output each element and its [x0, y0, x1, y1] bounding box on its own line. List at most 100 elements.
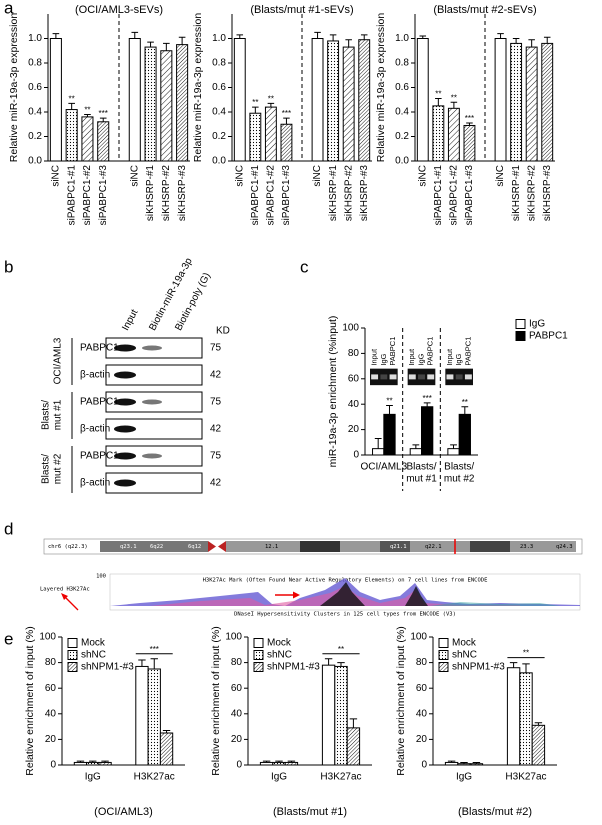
y-tick-label: 40 [348, 399, 360, 410]
legend-swatch [253, 662, 264, 672]
arrow [63, 595, 79, 611]
band-label: q22.1 [425, 544, 442, 550]
error-bar [534, 722, 543, 726]
y-tick-label: 1.0 [395, 33, 409, 44]
legend-swatch [67, 662, 78, 672]
error-bar [435, 98, 442, 106]
blot [105, 418, 203, 440]
error-bar [314, 31, 321, 39]
x-tick-label: siPABPC1-#1 [433, 165, 444, 226]
panel-label: e [4, 629, 13, 648]
legend-swatch [515, 331, 526, 341]
x-tick-label: siPABPC1-#1 [66, 165, 77, 226]
error-bar [178, 36, 186, 45]
error-bar [337, 662, 345, 667]
x-tick-label: OCI/AML3 [360, 462, 407, 473]
error-bar [262, 760, 271, 763]
kd-label: 75 [210, 397, 222, 408]
bar [494, 38, 507, 162]
band-label: 12.1 [265, 544, 278, 550]
bar [311, 38, 324, 162]
gel-lane-label: IgG [379, 353, 388, 365]
y-tick-label: 100 [225, 632, 242, 643]
x-tick-label: siPABPC1-#3 [464, 165, 475, 226]
bar [506, 667, 521, 766]
x-tick-label: siNC [417, 165, 428, 187]
legend-label: shNC [267, 650, 292, 661]
error-bar [472, 761, 481, 764]
legend-swatch [438, 662, 449, 672]
legend-label: PABPC1 [529, 331, 568, 342]
kd-header: KD [216, 326, 230, 337]
signal-track [430, 602, 560, 606]
y-tick-label: 0 [236, 760, 242, 771]
error-bar [423, 402, 431, 407]
y-tick-label: 0.8 [212, 58, 226, 69]
bar [160, 50, 173, 162]
error-bar [252, 106, 259, 114]
y-tick-label: 100 [342, 323, 359, 334]
y-tick-label: 60 [416, 683, 428, 694]
centromere [218, 541, 226, 552]
protein-label: β-actin [80, 370, 110, 381]
x-tick-label: siKHSRP-#2 [161, 165, 172, 222]
x-tick-label: siKHSRP-#2 [526, 165, 537, 222]
bar [458, 413, 471, 456]
error-bar [287, 760, 296, 763]
bar [259, 761, 274, 766]
x-tick-label: IgG [271, 772, 287, 783]
error-bar [522, 663, 530, 673]
panel-label: b [4, 257, 13, 276]
error-bar [84, 113, 91, 117]
error-bar [450, 101, 458, 109]
y-tick-label: 0.0 [395, 156, 409, 167]
y-tick-label: 0.0 [28, 156, 42, 167]
track-max: 100 [96, 574, 106, 580]
gel-band [380, 374, 388, 380]
gel-lane-label: IgG [416, 353, 425, 365]
x-tick-label: siPABPC1-#3 [281, 165, 292, 226]
significance-label: ** [338, 645, 344, 654]
x-tick-label: siPABPC1-#2 [449, 165, 460, 226]
bar [65, 109, 78, 162]
gel-band [455, 374, 463, 380]
bar [409, 448, 423, 456]
x-tick-label: siKHSRP-#2 [343, 165, 354, 222]
error-bar [419, 35, 427, 39]
bar [159, 732, 174, 766]
arrowhead [61, 593, 68, 600]
y-tick-label: 0.2 [212, 131, 226, 142]
y-tick-label: 80 [45, 657, 57, 668]
legend-swatch [253, 650, 264, 660]
x-tick-label: IgG [456, 772, 472, 783]
x-tick-label: mut #1 [406, 474, 437, 485]
gel-lane-label: PABPC1 [426, 337, 435, 366]
bar [463, 124, 476, 162]
x-tick-label: siNC [51, 165, 62, 187]
x-tick-label: siNC [129, 165, 140, 187]
legend-label: shNPM1-#3 [452, 662, 505, 673]
bar [383, 413, 396, 456]
chart-title: (Blasts/mut #1-sEVs) [250, 4, 353, 16]
bar [421, 406, 434, 456]
y-tick-label: 0.6 [395, 82, 409, 93]
error-bar [68, 102, 75, 110]
y-tick-label: 40 [416, 708, 428, 719]
legend-label: shNC [452, 650, 477, 661]
bar [264, 106, 277, 162]
bar [444, 761, 459, 766]
chart-subtitle: (Blasts/mut #2) [458, 806, 532, 818]
y-tick-label: 100 [39, 632, 56, 643]
significance-label: ** [84, 106, 90, 115]
bar [525, 46, 538, 162]
blot-band [114, 371, 136, 379]
bar [510, 42, 523, 162]
bar [147, 668, 161, 766]
x-tick-label: siKHSRP-#3 [177, 165, 188, 222]
y-tick-label: 60 [45, 683, 57, 694]
significance-label: *** [282, 109, 291, 118]
x-tick-label: H3K27ac [320, 772, 361, 783]
y-tick-label: 0.4 [395, 107, 409, 118]
bar [128, 38, 141, 162]
